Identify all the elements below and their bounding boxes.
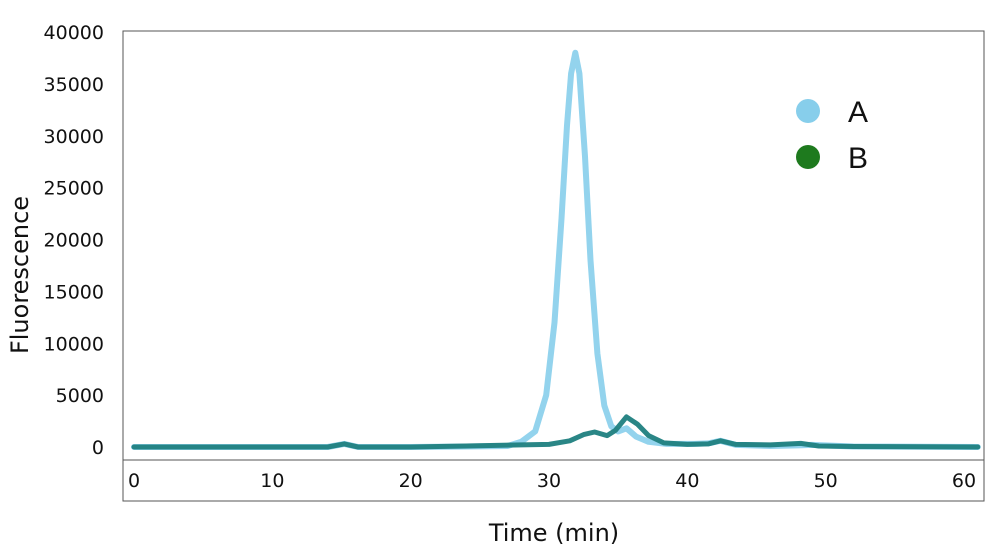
x-tick-label: 20 xyxy=(399,470,423,492)
legend-marker-a xyxy=(796,99,820,123)
y-tick-label: 20000 xyxy=(44,230,104,252)
series-line-b xyxy=(131,414,981,450)
x-tick-label: 50 xyxy=(814,470,838,492)
x-tick-label: 10 xyxy=(260,470,284,492)
plot-area xyxy=(122,30,985,502)
y-tick-label: 0 xyxy=(92,437,104,459)
y-axis-ticks: 0 5000 10000 15000 20000 25000 30000 35000 40000 xyxy=(44,22,104,459)
x-tick-label: 30 xyxy=(537,470,561,492)
x-axis-ticks: 0 10 20 30 40 50 60 xyxy=(128,470,976,492)
legend-marker-b xyxy=(796,145,820,169)
y-tick-label: 15000 xyxy=(44,281,104,303)
y-tick-label: 30000 xyxy=(44,126,104,148)
y-tick-label: 25000 xyxy=(44,178,104,200)
y-tick-label: 10000 xyxy=(44,333,104,355)
legend-label-a: A xyxy=(848,96,868,129)
legend-label-b: B xyxy=(848,142,868,175)
x-tick-label: 60 xyxy=(952,470,976,492)
y-tick-label: 40000 xyxy=(44,22,104,44)
series-layer xyxy=(131,49,981,450)
legend: AB xyxy=(796,96,868,175)
x-tick-label: 0 xyxy=(128,470,140,492)
x-axis-title: Time (min) xyxy=(488,519,619,547)
x-tick-label: 40 xyxy=(675,470,699,492)
y-tick-label: 5000 xyxy=(56,385,104,407)
y-tick-label: 35000 xyxy=(44,74,104,96)
y-axis-title: Fluorescence xyxy=(6,196,34,354)
